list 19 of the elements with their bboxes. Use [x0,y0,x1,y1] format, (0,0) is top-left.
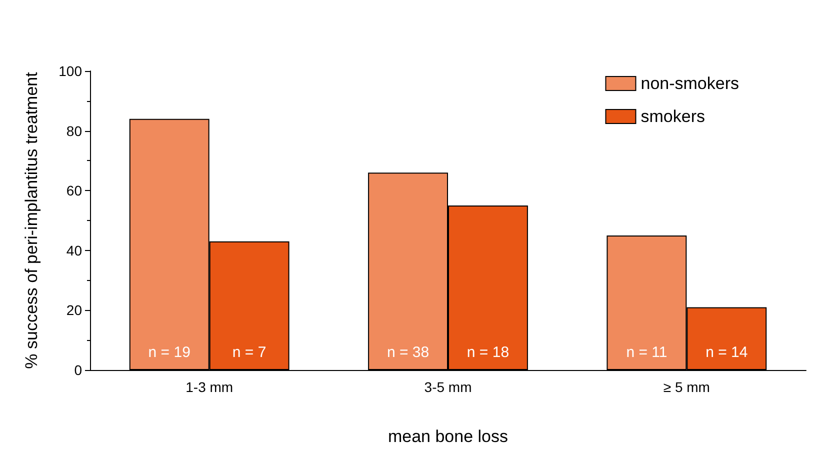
annotation: n = 19 [148,344,190,361]
annotation: n = 18 [466,344,510,361]
x-axis-title: mean bone loss [388,427,508,446]
legend-label: smokers [640,107,705,126]
annotation: n = 7 [232,344,266,361]
legend-label: non-smokers [640,74,740,93]
y-axis-title: % success of peri-implantitus treatment [22,72,41,369]
y-tick-label: 0 [74,362,82,378]
y-tick-label: 100 [58,63,82,79]
x-tick-label: 1-3 mm [186,379,234,395]
y-tick-label: 80 [66,122,82,139]
y-tick-label: 60 [66,182,82,199]
y-tick-label: 40 [66,242,82,258]
annotation: n = 14 [706,344,748,361]
y-tick-label: 20 [66,302,82,318]
x-tick-label: ≥ 5 mm [663,379,710,395]
annotation: n = 11 [626,344,668,361]
annotation: n = 38 [386,344,430,361]
x-tick-label: 3-5 mm [424,379,472,395]
